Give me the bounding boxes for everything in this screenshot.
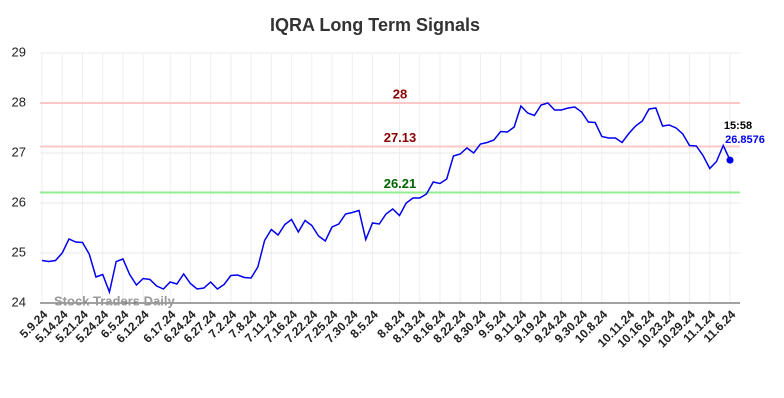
reference-label: 28 [393, 86, 407, 101]
y-tick-label: 29 [12, 44, 26, 59]
y-tick-label: 28 [12, 94, 26, 109]
chart-title: IQRA Long Term Signals [270, 15, 480, 35]
last-time: 15:58 [724, 120, 752, 132]
reference-label: 27.13 [384, 130, 417, 145]
y-tick-label: 26 [12, 194, 26, 209]
watermark: Stock Traders Daily [54, 293, 175, 308]
y-tick-label: 24 [12, 294, 26, 309]
last-point [726, 156, 734, 164]
last-value: 26.8576 [725, 134, 765, 146]
y-tick-label: 27 [12, 144, 26, 159]
price-line [41, 102, 731, 295]
reference-label: 26.21 [384, 176, 417, 191]
y-tick-label: 25 [12, 244, 26, 259]
